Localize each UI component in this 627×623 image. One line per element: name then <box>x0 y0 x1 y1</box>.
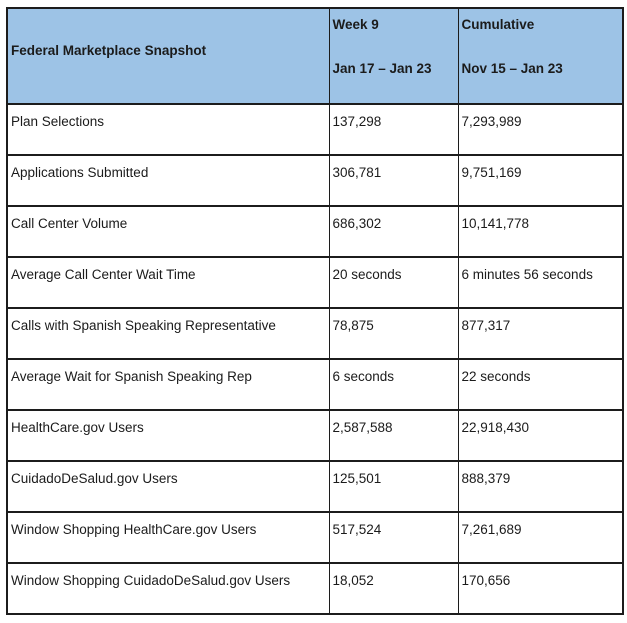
table-title: Federal Marketplace Snapshot <box>11 42 207 58</box>
header-row: Federal Marketplace Snapshot Week 9 Jan … <box>6 7 624 105</box>
table-row: CuidadoDeSalud.gov Users 125,501 888,379 <box>6 460 624 513</box>
week-value-cell: 517,524 <box>328 511 459 564</box>
week-value-cell: 78,875 <box>328 307 459 360</box>
header-cumulative-range: Nov 15 – Jan 23 <box>461 61 563 76</box>
row-label-cell: CuidadoDeSalud.gov Users <box>6 460 330 513</box>
row-label-cell: HealthCare.gov Users <box>6 409 330 462</box>
cumulative-value-cell: 22 seconds <box>457 358 624 411</box>
table-row: Plan Selections 137,298 7,293,989 <box>6 103 624 156</box>
table-row: Average Call Center Wait Time 20 seconds… <box>6 256 624 309</box>
row-label-cell: Window Shopping CuidadoDeSalud.gov Users <box>6 562 330 615</box>
header-week-cell: Week 9 Jan 17 – Jan 23 <box>328 7 459 105</box>
cumulative-value-cell: 888,379 <box>457 460 624 513</box>
header-week-title: Week 9 <box>332 17 379 32</box>
week-value-cell: 686,302 <box>328 205 459 258</box>
week-value-cell: 6 seconds <box>328 358 459 411</box>
row-label-cell: Plan Selections <box>6 103 330 156</box>
row-label-cell: Average Wait for Spanish Speaking Rep <box>6 358 330 411</box>
row-label-cell: Calls with Spanish Speaking Representati… <box>6 307 330 360</box>
table-row: Window Shopping HealthCare.gov Users 517… <box>6 511 624 564</box>
table-title-cell: Federal Marketplace Snapshot <box>6 7 330 105</box>
cumulative-value-cell: 6 minutes 56 seconds <box>457 256 624 309</box>
table-row: Window Shopping CuidadoDeSalud.gov Users… <box>6 562 624 615</box>
header-week-range: Jan 17 – Jan 23 <box>332 61 432 76</box>
row-label-cell: Applications Submitted <box>6 154 330 207</box>
cumulative-value-cell: 877,317 <box>457 307 624 360</box>
cumulative-value-cell: 10,141,778 <box>457 205 624 258</box>
week-value-cell: 125,501 <box>328 460 459 513</box>
cumulative-value-cell: 170,656 <box>457 562 624 615</box>
table-row: HealthCare.gov Users 2,587,588 22,918,43… <box>6 409 624 462</box>
header-cumulative-cell: Cumulative Nov 15 – Jan 23 <box>457 7 624 105</box>
week-value-cell: 306,781 <box>328 154 459 207</box>
table-row: Average Wait for Spanish Speaking Rep 6 … <box>6 358 624 411</box>
cumulative-value-cell: 7,293,989 <box>457 103 624 156</box>
row-label-cell: Average Call Center Wait Time <box>6 256 330 309</box>
cumulative-value-cell: 9,751,169 <box>457 154 624 207</box>
row-label-cell: Window Shopping HealthCare.gov Users <box>6 511 330 564</box>
week-value-cell: 137,298 <box>328 103 459 156</box>
cumulative-value-cell: 22,918,430 <box>457 409 624 462</box>
week-value-cell: 2,587,588 <box>328 409 459 462</box>
table-row: Calls with Spanish Speaking Representati… <box>6 307 624 360</box>
table-row: Call Center Volume 686,302 10,141,778 <box>6 205 624 258</box>
cumulative-value-cell: 7,261,689 <box>457 511 624 564</box>
week-value-cell: 20 seconds <box>328 256 459 309</box>
header-cumulative-title: Cumulative <box>461 17 535 32</box>
table-body: Plan Selections 137,298 7,293,989 Applic… <box>6 103 624 615</box>
federal-marketplace-snapshot-table: Federal Marketplace Snapshot Week 9 Jan … <box>6 7 624 615</box>
table-row: Applications Submitted 306,781 9,751,169 <box>6 154 624 207</box>
row-label-cell: Call Center Volume <box>6 205 330 258</box>
week-value-cell: 18,052 <box>328 562 459 615</box>
